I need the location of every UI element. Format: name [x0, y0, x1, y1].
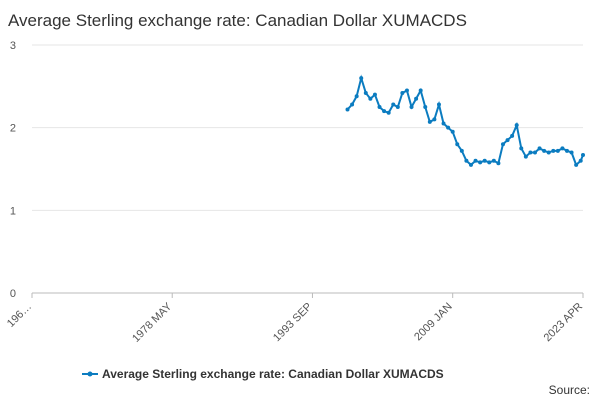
point	[395, 105, 400, 109]
point	[519, 146, 524, 151]
point	[368, 96, 373, 101]
point	[523, 154, 528, 159]
point	[500, 142, 505, 147]
point	[468, 162, 473, 167]
point	[578, 158, 583, 163]
point	[382, 109, 387, 114]
point	[446, 125, 451, 130]
point	[482, 158, 487, 163]
point	[432, 117, 437, 122]
point	[542, 148, 547, 153]
source: Source:	[549, 383, 590, 397]
point	[345, 107, 350, 112]
x-tick-label: 2009 JAN	[412, 301, 455, 344]
point	[377, 105, 382, 109]
point	[450, 129, 455, 134]
point	[537, 146, 542, 151]
point	[487, 160, 492, 165]
point	[404, 88, 409, 93]
x-tick-label: 196…	[5, 301, 34, 330]
x-tick-label: 2023 APR	[542, 301, 586, 345]
point	[569, 150, 574, 155]
x-tick-label: 1993 SEP	[271, 301, 315, 345]
point	[455, 142, 460, 147]
point	[581, 152, 585, 157]
point	[391, 102, 396, 107]
point	[441, 121, 446, 126]
point	[363, 90, 368, 95]
point	[496, 161, 501, 166]
point	[551, 148, 556, 153]
point	[478, 160, 483, 165]
point	[423, 105, 428, 109]
point	[359, 76, 364, 81]
point	[491, 158, 496, 163]
point	[350, 102, 355, 107]
y-tick-label: 1	[10, 205, 16, 217]
point	[546, 150, 551, 155]
y-tick-label: 2	[10, 123, 16, 135]
point	[459, 148, 464, 153]
legend-marker	[87, 371, 93, 377]
x-tick-label: 1978 MAY	[130, 300, 175, 345]
point	[427, 119, 432, 124]
point	[414, 96, 419, 101]
point	[409, 105, 414, 109]
y-tick-label: 3	[10, 40, 16, 52]
point	[464, 158, 469, 163]
chart-title: Average Sterling exchange rate: Canadian…	[8, 11, 467, 30]
point	[505, 138, 510, 143]
point	[354, 94, 359, 99]
point	[564, 148, 569, 153]
point	[560, 146, 565, 151]
point	[532, 150, 537, 155]
point	[386, 110, 391, 115]
point	[555, 148, 560, 153]
point	[400, 90, 405, 95]
point	[528, 150, 533, 155]
point	[418, 88, 423, 93]
point	[436, 102, 441, 107]
point	[514, 123, 519, 128]
point	[473, 158, 478, 163]
point	[574, 162, 579, 167]
legend-label: Average Sterling exchange rate: Canadian…	[102, 367, 444, 381]
point	[372, 92, 377, 97]
point	[510, 133, 515, 138]
y-tick-label: 0	[10, 288, 16, 300]
